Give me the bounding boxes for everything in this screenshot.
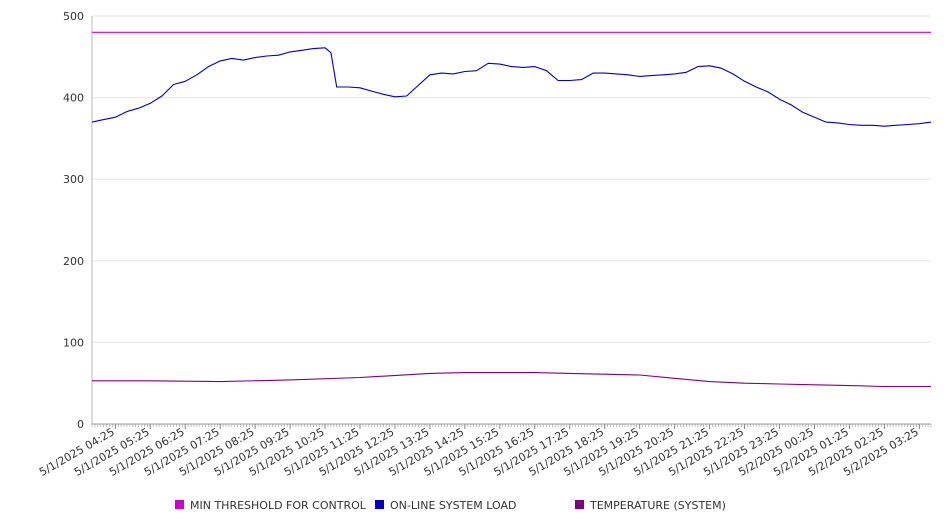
y-tick-label: 500 bbox=[63, 10, 84, 23]
series-line-2 bbox=[91, 47, 932, 127]
y-tick-label: 100 bbox=[63, 336, 84, 349]
legend-label: ON-LINE SYSTEM LOAD bbox=[390, 499, 516, 512]
legend-swatch bbox=[575, 500, 584, 509]
series-line-3 bbox=[92, 372, 931, 388]
legend-label: TEMPERATURE (SYSTEM) bbox=[589, 499, 726, 512]
y-tick-label: 400 bbox=[63, 92, 84, 105]
legend-label: MIN THRESHOLD FOR CONTROL bbox=[190, 499, 367, 512]
y-tick-label: 0 bbox=[77, 418, 84, 431]
y-tick-label: 300 bbox=[63, 173, 84, 186]
y-tick-label: 200 bbox=[63, 255, 84, 268]
legend-swatch bbox=[175, 500, 184, 509]
legend-swatch bbox=[375, 500, 384, 509]
